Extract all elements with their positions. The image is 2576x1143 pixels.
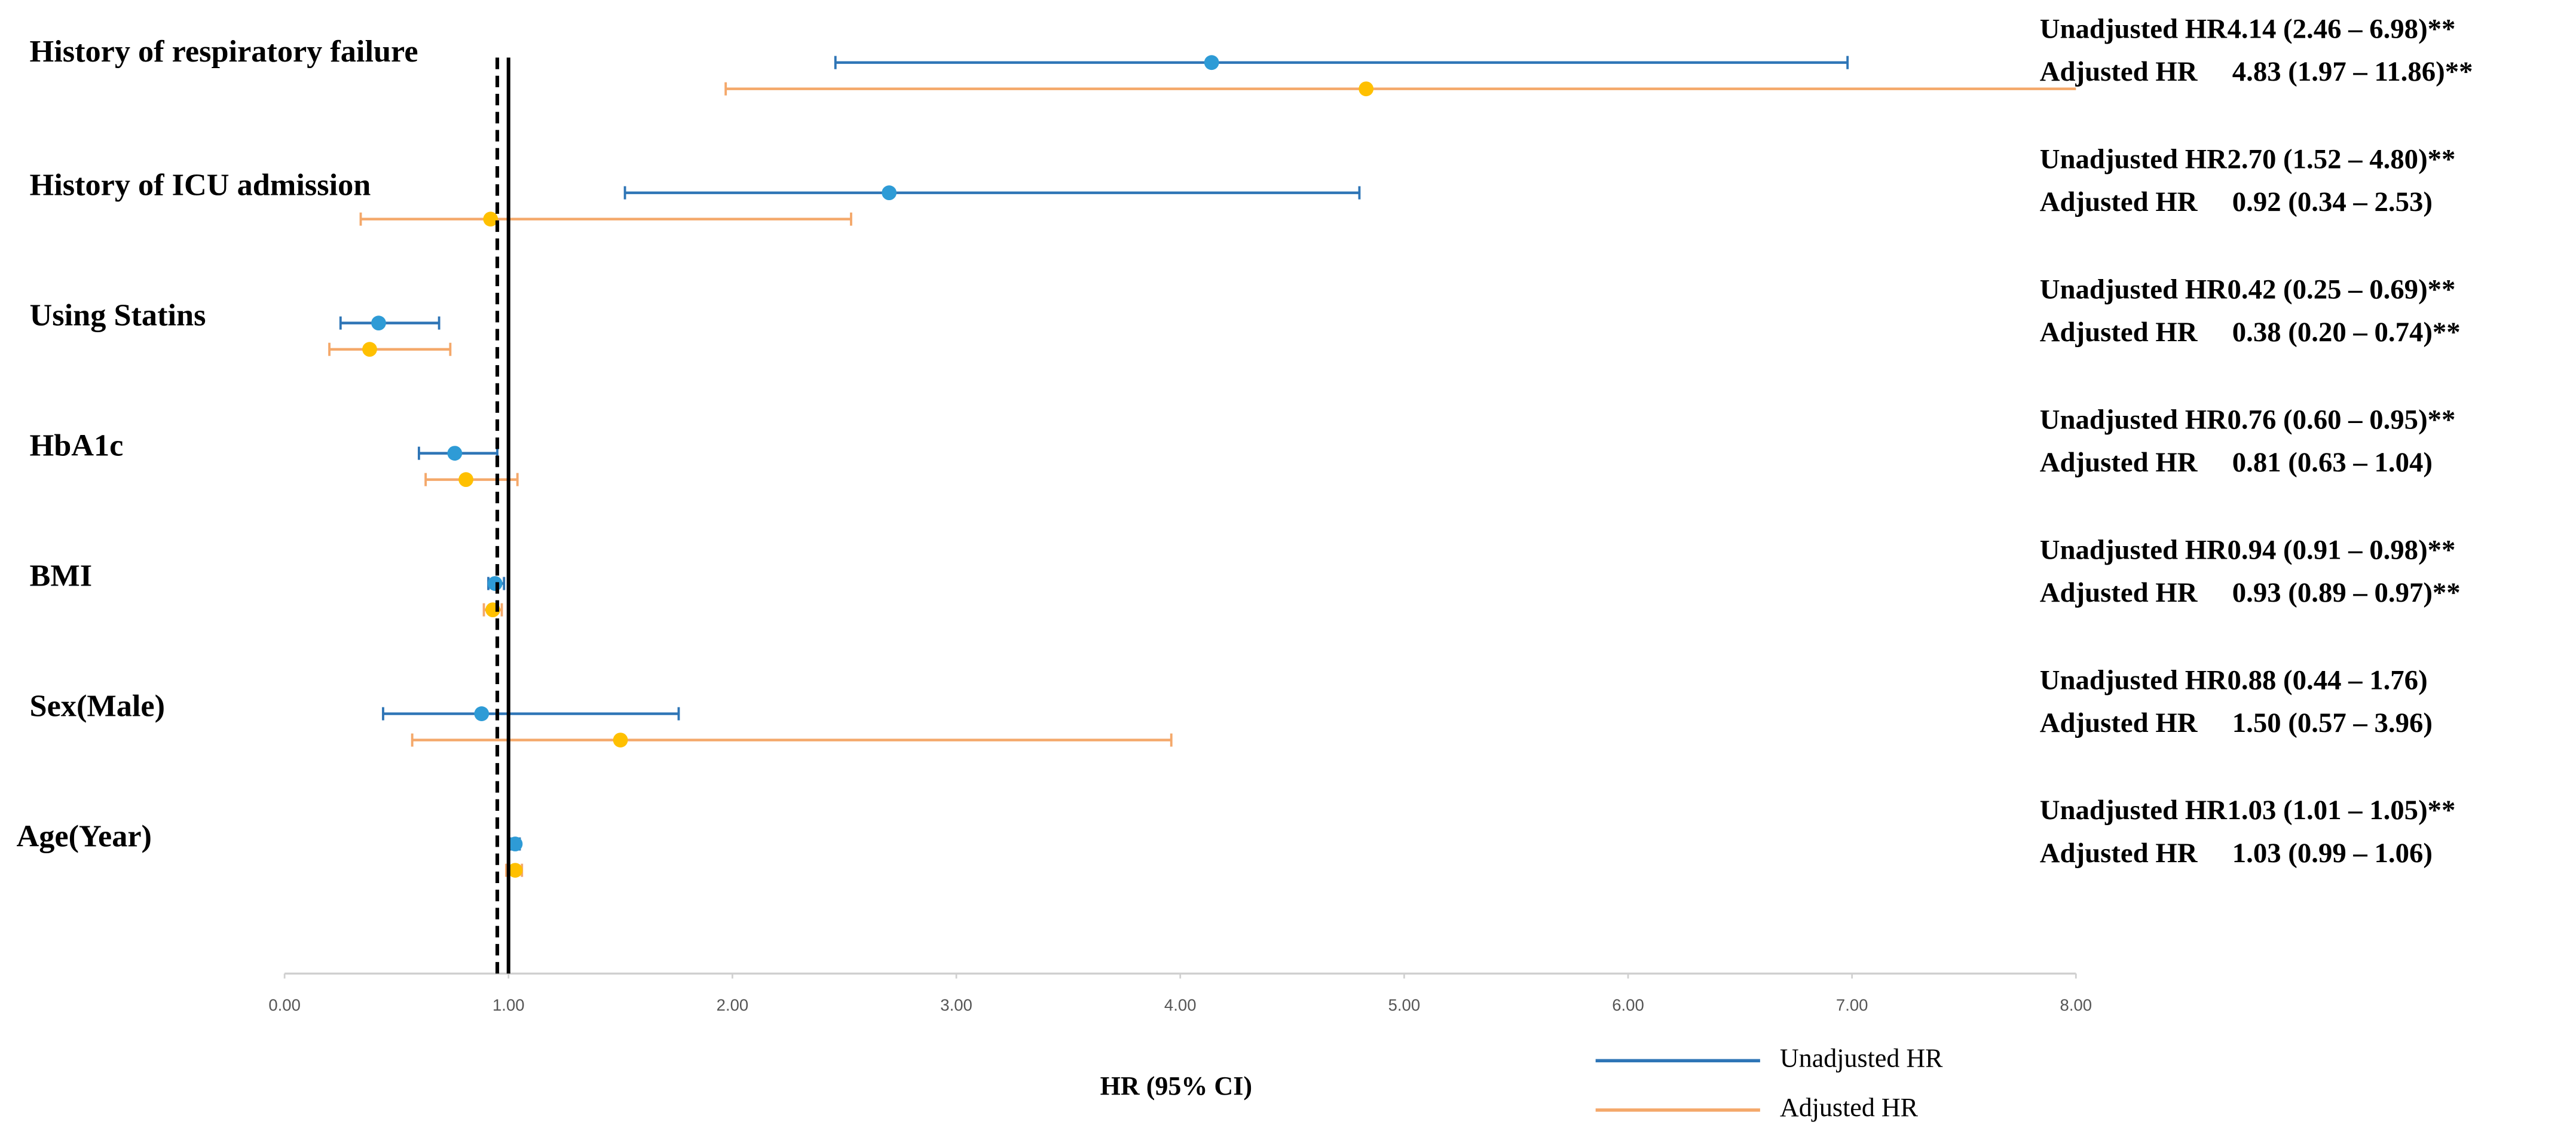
hr-annotation: Adjusted HR 0.92 (0.34 – 2.53) — [2040, 186, 2433, 217]
legend-label: Adjusted HR — [1780, 1093, 1919, 1122]
x-tick-label: 2.00 — [717, 996, 749, 1015]
category-label: Using Statins — [30, 298, 206, 332]
hr-point — [483, 212, 498, 227]
hr-point — [447, 446, 463, 461]
hr-point — [507, 836, 523, 851]
annotation-value: 4.14 (2.46 – 6.98)** — [2228, 13, 2456, 44]
hr-point — [613, 733, 628, 747]
x-tick-label: 1.00 — [492, 996, 525, 1015]
annotation-series-name: Adjusted HR — [2040, 707, 2198, 738]
hr-annotation: Unadjusted HR4.14 (2.46 – 6.98)** — [2040, 13, 2456, 44]
annotation-series-name: Unadjusted HR — [2040, 143, 2228, 174]
hr-annotation: Unadjusted HR0.42 (0.25 – 0.69)** — [2040, 274, 2456, 305]
hr-annotation: Unadjusted HR2.70 (1.52 – 4.80)** — [2040, 143, 2456, 174]
legend-label: Unadjusted HR — [1780, 1043, 1943, 1072]
annotation-value: 0.76 (0.60 – 0.95)** — [2228, 404, 2456, 435]
annotation-series-name: Unadjusted HR — [2040, 13, 2228, 44]
x-tick-label: 6.00 — [1612, 996, 1644, 1015]
x-tick-label: 3.00 — [940, 996, 972, 1015]
annotation-series-name: Adjusted HR — [2040, 577, 2198, 608]
annotation-value: 2.70 (1.52 – 4.80)** — [2228, 143, 2456, 174]
hr-point — [371, 315, 386, 331]
annotation-series-name: Unadjusted HR — [2040, 795, 2228, 826]
plot-area — [328, 55, 2076, 878]
hr-annotation: Adjusted HR 0.93 (0.89 – 0.97)** — [2040, 577, 2461, 608]
x-tick-label: 8.00 — [2060, 996, 2092, 1015]
annotation-value: 1.50 (0.57 – 3.96) — [2232, 707, 2433, 738]
hr-annotation: Unadjusted HR0.76 (0.60 – 0.95)** — [2040, 404, 2456, 435]
annotation-value: 0.42 (0.25 – 0.69)** — [2228, 274, 2456, 305]
annotation-value: 0.92 (0.34 – 2.53) — [2232, 186, 2433, 217]
hr-annotation: Adjusted HR 1.03 (0.99 – 1.06) — [2040, 838, 2433, 869]
x-tick-label: 4.00 — [1164, 996, 1197, 1015]
annotation-series-name: Adjusted HR — [2040, 447, 2198, 478]
category-label: Age(Year) — [17, 819, 152, 853]
hr-point — [362, 342, 377, 357]
annotation-value: 0.94 (0.91 – 0.98)** — [2228, 534, 2456, 565]
hr-annotation: Adjusted HR 1.50 (0.57 – 3.96) — [2040, 707, 2433, 738]
category-label: HbA1c — [30, 428, 124, 462]
annotation-value: 1.03 (0.99 – 1.06) — [2232, 838, 2433, 869]
annotation-series-name: Unadjusted HR — [2040, 534, 2228, 565]
x-axis-title: HR (95% CI) — [1100, 1071, 1252, 1101]
annotation-series-name: Unadjusted HR — [2040, 274, 2228, 305]
hr-annotation: Unadjusted HR1.03 (1.01 – 1.05)** — [2040, 795, 2456, 826]
hr-annotation: Adjusted HR 4.83 (1.97 – 11.86)** — [2040, 56, 2473, 87]
annotation-series-name: Unadjusted HR — [2040, 404, 2228, 435]
hr-annotation: Adjusted HR 0.38 (0.20 – 0.74)** — [2040, 317, 2461, 348]
annotation-series-name: Adjusted HR — [2040, 56, 2198, 87]
hr-point — [458, 472, 473, 488]
hr-point — [474, 706, 489, 721]
annotation-series-name: Adjusted HR — [2040, 186, 2198, 217]
annotation-series-name: Adjusted HR — [2040, 838, 2198, 869]
category-label: Sex(Male) — [30, 688, 165, 723]
category-label: History of respiratory failure — [30, 34, 418, 69]
x-tick-label: 5.00 — [1388, 996, 1421, 1015]
annotation-value: 1.03 (1.01 – 1.05)** — [2228, 795, 2456, 826]
x-tick-label: 7.00 — [1836, 996, 1868, 1015]
annotation-value: 4.83 (1.97 – 11.86)** — [2232, 56, 2473, 87]
hr-annotation: Adjusted HR 0.81 (0.63 – 1.04) — [2040, 447, 2433, 478]
category-label: History of ICU admission — [30, 167, 371, 202]
annotation-value: 0.88 (0.44 – 1.76) — [2228, 664, 2428, 695]
x-tick-label: 0.00 — [268, 996, 301, 1015]
hr-point — [487, 576, 503, 591]
hr-annotation: Unadjusted HR0.94 (0.91 – 0.98)** — [2040, 534, 2456, 565]
annotation-series-name: Adjusted HR — [2040, 317, 2198, 348]
annotation-value: 0.38 (0.20 – 0.74)** — [2232, 317, 2461, 348]
annotation-value: 0.81 (0.63 – 1.04) — [2232, 447, 2433, 478]
annotation-value: 0.93 (0.89 – 0.97)** — [2232, 577, 2461, 608]
hr-point — [882, 185, 897, 201]
category-label: BMI — [30, 558, 93, 593]
hr-annotation: Unadjusted HR0.88 (0.44 – 1.76) — [2040, 664, 2428, 695]
annotation-series-name: Unadjusted HR — [2040, 664, 2228, 695]
hr-point — [507, 863, 523, 878]
hr-point — [1204, 55, 1219, 71]
hr-point — [1359, 81, 1374, 97]
